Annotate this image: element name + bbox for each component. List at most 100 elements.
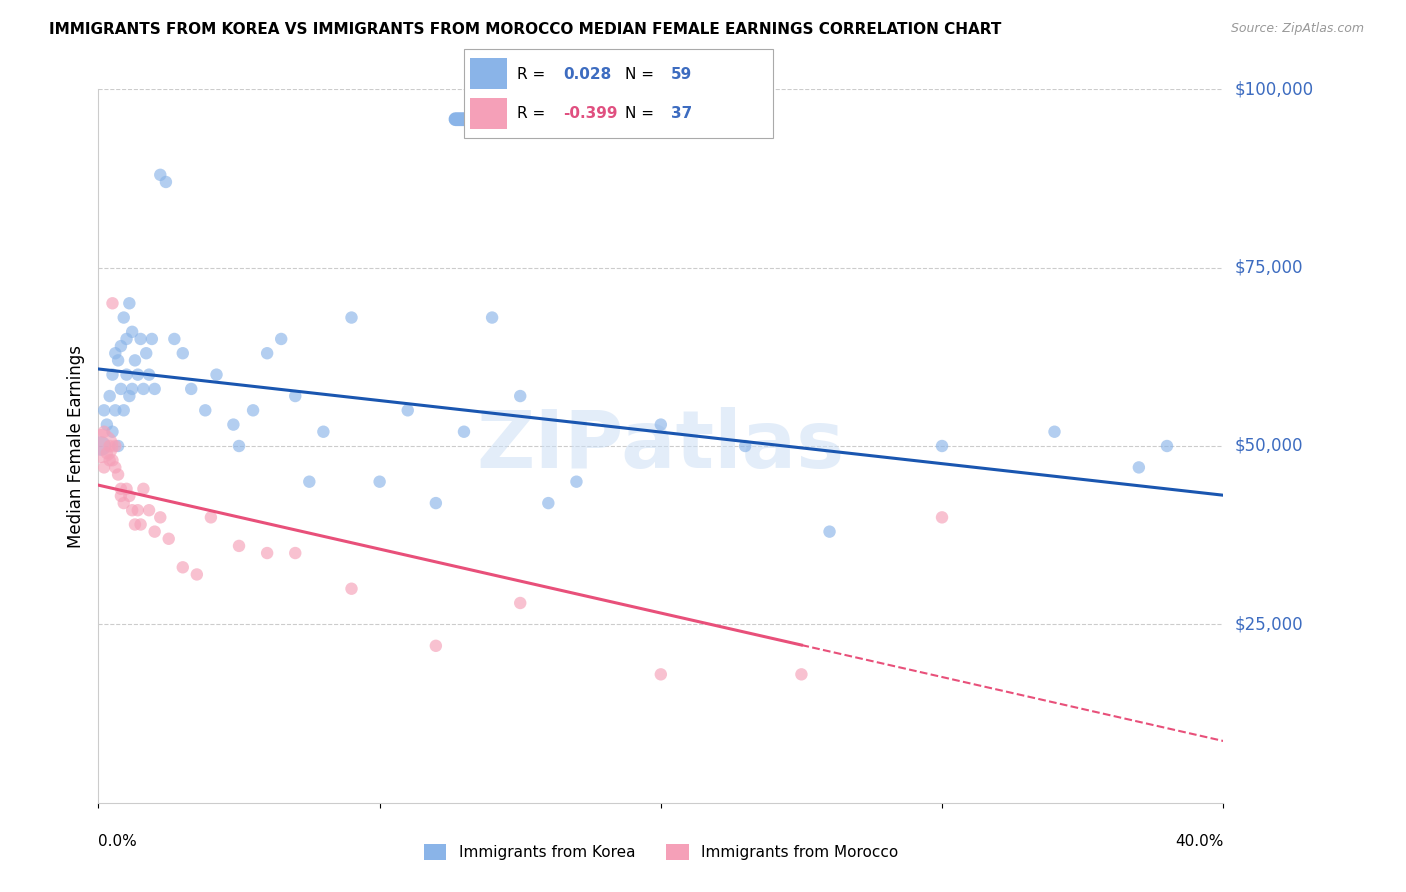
Point: [172, 560, 194, 574]
Point: [138, 503, 160, 517]
Point: [565, 475, 588, 489]
Point: [107, 353, 129, 368]
Point: [115, 482, 138, 496]
Text: 40.0%: 40.0%: [1175, 834, 1223, 848]
Point: [1128, 460, 1150, 475]
Point: [104, 346, 127, 360]
Text: N =: N =: [624, 106, 658, 120]
Point: [124, 517, 146, 532]
Point: [141, 332, 163, 346]
Point: [509, 596, 531, 610]
Point: [242, 403, 264, 417]
Point: [112, 496, 135, 510]
Text: $75,000: $75,000: [1234, 259, 1303, 277]
Point: [127, 368, 149, 382]
Point: [256, 546, 278, 560]
Point: [931, 439, 953, 453]
Point: [98, 439, 121, 453]
Text: IMMIGRANTS FROM KOREA VS IMMIGRANTS FROM MOROCCO MEDIAN FEMALE EARNINGS CORRELAT: IMMIGRANTS FROM KOREA VS IMMIGRANTS FROM…: [49, 22, 1001, 37]
Point: [101, 368, 124, 382]
Text: R =: R =: [516, 67, 550, 81]
Point: [312, 425, 335, 439]
Text: $50,000: $50,000: [1234, 437, 1303, 455]
Point: [205, 368, 228, 382]
Point: [180, 382, 202, 396]
Point: [194, 403, 217, 417]
Point: [200, 510, 222, 524]
Point: [93, 403, 115, 417]
Point: [163, 332, 186, 346]
Point: [256, 346, 278, 360]
Point: [110, 382, 132, 396]
Point: [155, 175, 177, 189]
Point: [96, 417, 118, 432]
Point: [101, 296, 124, 310]
Point: [340, 582, 363, 596]
Point: [172, 346, 194, 360]
Point: [1156, 439, 1178, 453]
Point: [537, 496, 560, 510]
Point: [115, 332, 138, 346]
Point: [818, 524, 841, 539]
Point: [104, 439, 127, 453]
Point: [96, 446, 118, 460]
Point: [734, 439, 756, 453]
Point: [143, 524, 166, 539]
Point: [228, 439, 250, 453]
Point: [124, 353, 146, 368]
Point: [157, 532, 180, 546]
Point: [931, 510, 953, 524]
Point: [790, 667, 813, 681]
Point: [132, 482, 155, 496]
Point: [129, 332, 152, 346]
Bar: [470, 58, 508, 89]
FancyBboxPatch shape: [464, 49, 773, 138]
Point: [104, 403, 127, 417]
Point: [340, 310, 363, 325]
Point: [121, 325, 143, 339]
Point: [132, 382, 155, 396]
Point: [107, 467, 129, 482]
Text: Source: ZipAtlas.com: Source: ZipAtlas.com: [1230, 22, 1364, 36]
Point: [368, 475, 391, 489]
Text: 59: 59: [671, 67, 693, 81]
Point: [149, 168, 172, 182]
Point: [425, 496, 447, 510]
Point: [143, 382, 166, 396]
Text: $25,000: $25,000: [1234, 615, 1303, 633]
Point: [425, 639, 447, 653]
Bar: [470, 98, 508, 129]
Point: [396, 403, 419, 417]
Point: [118, 489, 141, 503]
Point: [101, 425, 124, 439]
Point: [110, 482, 132, 496]
Text: -0.399: -0.399: [562, 106, 617, 120]
Text: $100,000: $100,000: [1234, 80, 1313, 98]
Point: [115, 368, 138, 382]
Point: [650, 667, 672, 681]
Text: 37: 37: [671, 106, 693, 120]
Point: [509, 389, 531, 403]
Point: [98, 389, 121, 403]
Point: [90, 439, 112, 453]
Legend: Immigrants from Korea, Immigrants from Morocco: Immigrants from Korea, Immigrants from M…: [418, 838, 904, 866]
Point: [270, 332, 292, 346]
Y-axis label: Median Female Earnings: Median Female Earnings: [66, 344, 84, 548]
Point: [90, 439, 112, 453]
Text: R =: R =: [516, 106, 550, 120]
Point: [284, 546, 307, 560]
Point: [650, 417, 672, 432]
Point: [138, 368, 160, 382]
Text: 0.0%: 0.0%: [98, 834, 138, 848]
Point: [107, 439, 129, 453]
Point: [121, 503, 143, 517]
Point: [228, 539, 250, 553]
Point: [186, 567, 208, 582]
Point: [112, 310, 135, 325]
Point: [93, 425, 115, 439]
Point: [481, 310, 503, 325]
Point: [1043, 425, 1066, 439]
Point: [110, 489, 132, 503]
Point: [298, 475, 321, 489]
Point: [222, 417, 245, 432]
